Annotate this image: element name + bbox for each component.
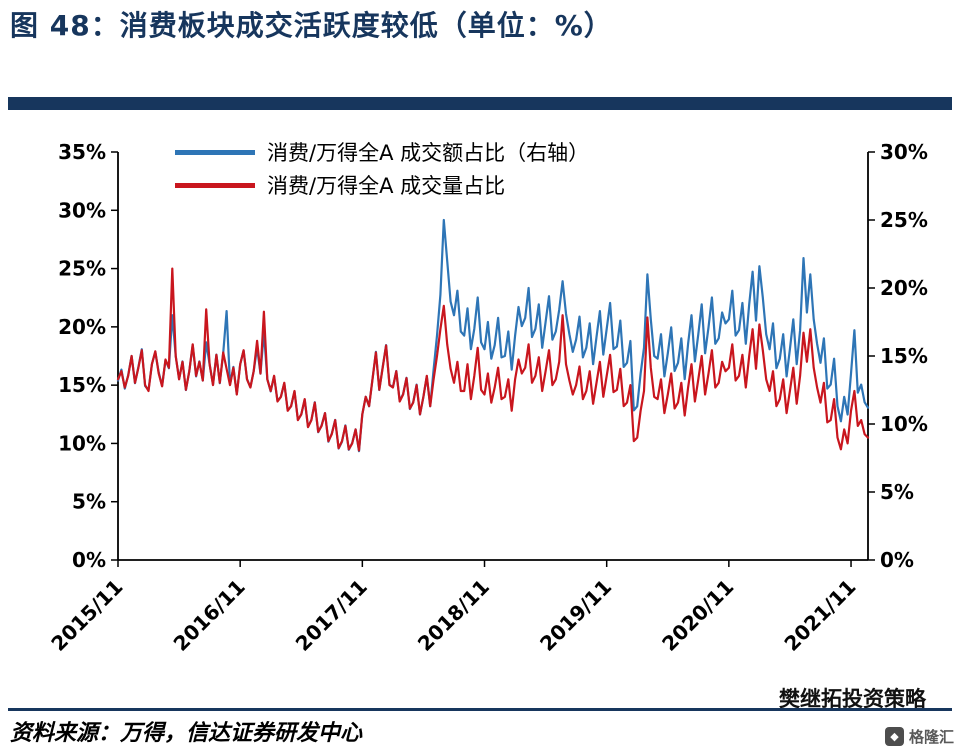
y-right-tick-label: 0% [880,548,914,572]
footer-divider-line [8,708,952,711]
y-right-tick-label: 10% [880,412,928,436]
legend-label-turnover-volume: 消费/万得全A 成交量占比 [267,174,506,198]
y-left-tick-label: 5% [72,490,106,514]
y-left-tick-label: 15% [58,373,106,397]
source-note: 资料来源：万得，信达证券研发中心 [10,720,363,746]
legend-item-turnover-volume: 消费/万得全A 成交量占比 [175,171,589,199]
legend-item-turnover-value: 消费/万得全A 成交额占比（右轴） [175,138,589,166]
y-right-tick-label: 25% [880,208,928,232]
series-line-volume-red [116,267,870,452]
y-right-tick-label: 5% [880,480,914,504]
y-left-tick-label: 0% [72,548,106,572]
series-line-value-blue [116,218,870,453]
y-left-tick-label: 20% [58,315,106,339]
y-left-tick-label: 25% [58,257,106,281]
y-right-tick-label: 15% [880,344,928,368]
title-divider-bar [8,97,952,110]
gelonghui-logo: ◆ 格隆汇 [884,726,954,747]
gelonghui-logo-text: 格隆汇 [908,728,954,746]
chart-container: 0% 5% 10% 15% 20% 25% 30% 35% 0% 5% 10% 15% 20% 25% 30… [0,128,960,680]
x-tick-label: 2015/11 [46,575,127,656]
strategy-watermark: 樊继拓投资策略 [779,687,926,711]
gelonghui-logo-icon: ◆ [884,727,904,746]
y-right-tick-label: 30% [880,140,928,164]
y-left-tick-label: 10% [58,431,106,455]
legend-label-turnover-value: 消费/万得全A 成交额占比（右轴） [267,141,590,165]
x-tick-label: 2016/11 [169,575,250,656]
consumption-activity-chart: 0% 5% 10% 15% 20% 25% 30% 35% 0% 5% 10% 15% 20% 25% 30… [46,140,928,656]
y-left-tick-label: 30% [58,198,106,222]
figure-title: 图 48：消费板块成交活跃度较低（单位：%） [10,9,613,42]
legend-line-blue [175,149,255,155]
x-tick-label: 2021/11 [779,575,860,656]
y-right-tick-label: 20% [880,276,928,300]
chart-legend: 消费/万得全A 成交额占比（右轴） 消费/万得全A 成交量占比 [175,138,589,199]
x-tick-label: 2019/11 [535,575,616,656]
legend-line-red [175,182,255,188]
x-tick-label: 2018/11 [413,575,494,656]
x-tick-label: 2017/11 [291,575,372,656]
y-left-tick-label: 35% [58,140,106,164]
x-tick-label: 2020/11 [657,575,738,656]
